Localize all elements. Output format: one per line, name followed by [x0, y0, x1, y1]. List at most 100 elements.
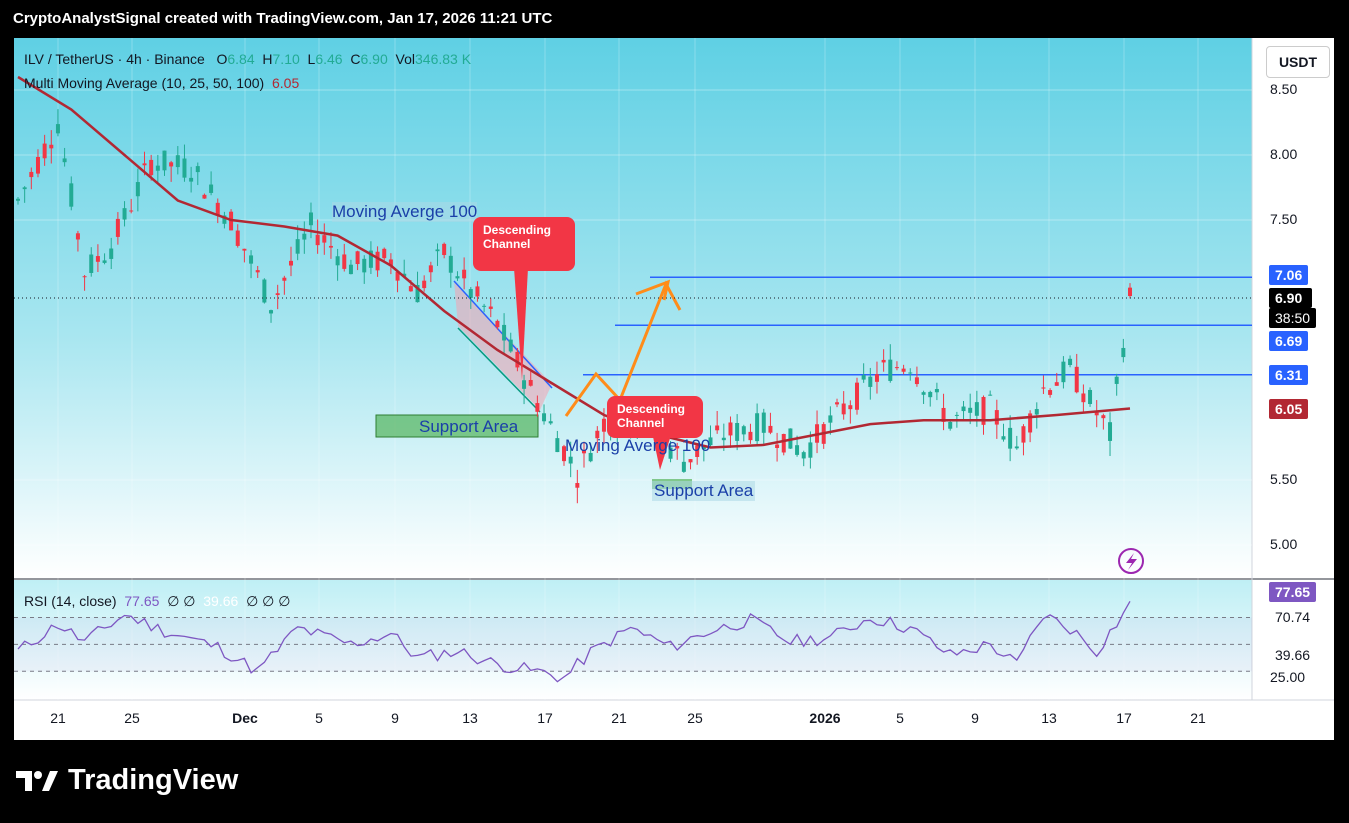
candle-body: [708, 437, 713, 446]
price-tick-label: 5.50: [1270, 471, 1298, 487]
rsi-legend[interactable]: RSI (14, close) 77.65 ∅ ∅ 39.66 ∅ ∅ ∅: [24, 593, 291, 609]
candle-body: [948, 421, 953, 429]
candle: [735, 414, 740, 451]
symbol-name[interactable]: ILV / TetherUS · 4h · Binance: [24, 51, 205, 67]
time-tick-label: 9: [971, 710, 979, 726]
candle-body: [149, 159, 154, 176]
candle-body: [175, 155, 180, 168]
candle: [1081, 384, 1086, 413]
support-area-label-left[interactable]: Support Area: [419, 417, 519, 436]
candle: [62, 147, 67, 167]
candle: [581, 441, 586, 468]
candle-body: [255, 270, 260, 273]
ma100-label-top[interactable]: Moving Averge 100: [332, 202, 478, 222]
time-tick-label: 5: [896, 710, 904, 726]
candle-body: [335, 256, 340, 266]
time-tick-label: 9: [391, 710, 399, 726]
candle: [235, 224, 240, 248]
bolt-glyph: [1126, 553, 1137, 570]
countdown-tag: 38:50: [1269, 308, 1317, 328]
candle-body: [988, 394, 993, 396]
candle-body: [488, 306, 493, 309]
candle-body: [1108, 422, 1113, 441]
candle-body: [575, 483, 580, 488]
candle-body: [735, 423, 740, 441]
candle-body: [841, 403, 846, 415]
candle-body: [994, 410, 999, 425]
candle: [69, 176, 74, 211]
price-chart-svg[interactable]: [14, 38, 1334, 740]
price-pane-bg: [14, 38, 1252, 578]
price-tick-label: 8.00: [1270, 146, 1298, 162]
candle-body: [135, 182, 140, 197]
alert-bolt-icon[interactable]: [1118, 548, 1144, 574]
volume-value: 346.83 K: [415, 51, 472, 67]
candle: [595, 426, 600, 454]
candle: [348, 259, 353, 275]
time-tick-label: Dec: [232, 710, 258, 726]
candle-body: [522, 380, 527, 389]
candle-body: [1008, 427, 1013, 449]
candle: [575, 469, 580, 504]
candle-body: [888, 359, 893, 381]
candle: [435, 243, 440, 266]
ma-legend[interactable]: Multi Moving Average (10, 25, 50, 100) 6…: [24, 75, 299, 91]
candle-body: [1094, 412, 1099, 416]
candle-body: [122, 208, 127, 220]
candle: [668, 441, 673, 463]
candle-body: [848, 405, 853, 410]
candle: [961, 400, 966, 422]
support-area-label-mid[interactable]: Support Area: [652, 481, 756, 501]
currency-button[interactable]: USDT: [1266, 46, 1330, 78]
candle: [249, 250, 254, 279]
time-tick-label: 25: [687, 710, 703, 726]
descending-channel-callout-2[interactable]: Descending Channel: [607, 396, 703, 438]
candle-body: [382, 248, 387, 259]
candle-body: [768, 425, 773, 433]
rsi-value: 77.65: [124, 593, 160, 609]
channel-lower-line[interactable]: [457, 327, 541, 413]
tradingview-logo[interactable]: TradingView: [16, 764, 238, 797]
descending-channel-shape[interactable]: [454, 281, 552, 410]
candle-body: [202, 194, 207, 199]
rsi-tag-39-66: 39.66: [1269, 645, 1317, 665]
candle-body: [542, 413, 547, 422]
candle-body: [941, 407, 946, 422]
candle-body: [428, 265, 433, 273]
chart-frame[interactable]: ILV / TetherUS · 4h · Binance O6.84 H7.1…: [14, 38, 1334, 740]
rsi-tag-70-74: 70.74: [1269, 607, 1317, 627]
rsi-pane-bg: [14, 580, 1252, 700]
candle-body: [1081, 393, 1086, 403]
support-area-left-box[interactable]: [375, 414, 539, 438]
candle-body: [1101, 415, 1106, 419]
candle-body: [495, 320, 500, 328]
candle-body: [102, 260, 107, 263]
candle-body: [315, 234, 320, 246]
candle-body: [781, 433, 786, 453]
candle: [269, 309, 274, 323]
candle: [368, 241, 373, 274]
moving-average-100-line: [17, 75, 1131, 449]
candle-body: [1048, 390, 1053, 395]
candle: [342, 243, 347, 272]
candle: [1001, 423, 1006, 442]
candle: [881, 349, 886, 372]
candle-body: [462, 269, 467, 279]
ma100-label-mid[interactable]: Moving Averge 100: [565, 436, 711, 455]
horizontal-levels[interactable]: [583, 276, 1252, 376]
candle: [515, 348, 520, 372]
candle-body: [934, 389, 939, 393]
close-value: 6.90: [360, 51, 388, 67]
candle: [941, 393, 946, 431]
candle-body: [588, 452, 593, 462]
candle: [1041, 375, 1046, 395]
candle: [42, 134, 47, 166]
candle: [35, 149, 40, 178]
candle: [282, 275, 287, 295]
candle: [55, 109, 60, 137]
candle-body: [35, 156, 40, 174]
ohlc-legend: ILV / TetherUS · 4h · Binance O6.84 H7.1…: [24, 51, 472, 67]
descending-channel-callout-1[interactable]: Descending Channel: [473, 217, 575, 271]
candle: [102, 253, 107, 265]
candle: [828, 406, 833, 435]
